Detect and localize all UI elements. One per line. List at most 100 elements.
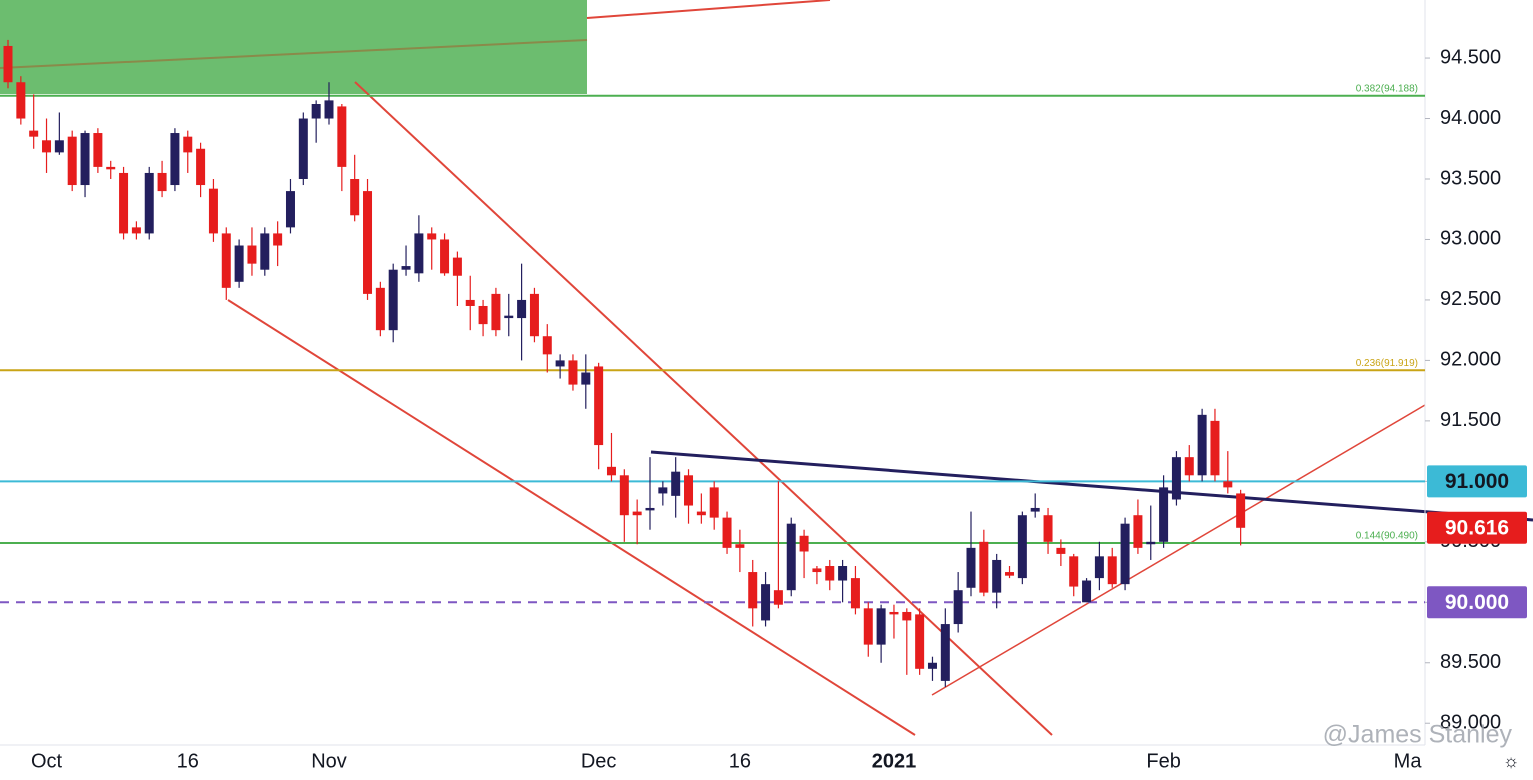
candle-body bbox=[953, 590, 963, 625]
candle-body bbox=[889, 611, 899, 615]
trend-line bbox=[586, 0, 831, 19]
candle-body bbox=[452, 257, 462, 276]
candle-body bbox=[465, 299, 475, 306]
candle-body bbox=[1043, 515, 1053, 542]
candle-body bbox=[529, 293, 539, 337]
price-tag bbox=[1427, 511, 1527, 544]
candle-body bbox=[1069, 556, 1079, 587]
candle-body bbox=[684, 475, 694, 506]
x-tick-label: Feb bbox=[1146, 750, 1180, 772]
candle-body bbox=[992, 559, 1002, 593]
candle-body bbox=[915, 614, 925, 669]
y-tick-label: 89.500 bbox=[1440, 651, 1501, 673]
candle-body bbox=[902, 611, 912, 621]
trend-line bbox=[650, 450, 1533, 522]
candle-body bbox=[863, 608, 873, 645]
candle-body bbox=[876, 608, 886, 645]
x-tick-label: Dec bbox=[581, 750, 617, 772]
candle-body bbox=[838, 566, 848, 581]
candle-body bbox=[606, 466, 616, 476]
candle-body bbox=[850, 578, 860, 609]
candle-body bbox=[594, 366, 604, 446]
candle-body bbox=[940, 624, 950, 681]
candle-body bbox=[401, 266, 411, 270]
candle-body bbox=[131, 227, 141, 234]
settings-icon[interactable]: ☼ bbox=[1503, 751, 1520, 771]
candle-body bbox=[517, 299, 527, 319]
candle-body bbox=[414, 233, 424, 274]
candle-body bbox=[722, 517, 732, 548]
candle-body bbox=[440, 239, 450, 274]
y-tick-label: 92.500 bbox=[1440, 288, 1501, 310]
candle-body bbox=[748, 572, 758, 609]
candle-body bbox=[67, 136, 77, 186]
candle-body bbox=[927, 662, 937, 669]
candle-body bbox=[208, 188, 218, 234]
trend-line bbox=[0, 39, 588, 69]
price-tag-label: 90.616 bbox=[1445, 516, 1509, 539]
candle-body bbox=[1120, 523, 1130, 585]
candle-body bbox=[1171, 457, 1181, 500]
candle-body bbox=[54, 140, 64, 153]
x-tick-label: Oct bbox=[31, 750, 63, 772]
candle-body bbox=[542, 336, 552, 355]
x-tick-label: 16 bbox=[177, 750, 199, 772]
y-tick-label: 91.500 bbox=[1440, 409, 1501, 431]
candle-body bbox=[671, 471, 681, 496]
candle-body bbox=[709, 487, 719, 518]
candle-body bbox=[786, 523, 796, 591]
candle-body bbox=[1210, 420, 1220, 476]
candle-body bbox=[696, 511, 706, 516]
candle-body bbox=[812, 568, 822, 573]
price-tag-label: 91.000 bbox=[1445, 470, 1509, 493]
candle-body bbox=[1005, 572, 1015, 576]
price-tag-label: 90.000 bbox=[1445, 591, 1509, 614]
trend-line bbox=[931, 404, 1426, 696]
level-label: 0.382(94.188) bbox=[1356, 83, 1418, 94]
candle-body bbox=[298, 118, 308, 179]
candle-body bbox=[555, 360, 565, 367]
candle-body bbox=[221, 233, 231, 288]
level-label: 0.236(91.919) bbox=[1356, 358, 1418, 369]
candle-body bbox=[619, 475, 629, 516]
candle-body bbox=[568, 360, 578, 385]
candle-body bbox=[979, 541, 989, 593]
y-tick-label: 93.500 bbox=[1440, 167, 1501, 189]
candle-body bbox=[1159, 487, 1169, 542]
candle-body bbox=[170, 133, 180, 186]
candle-body bbox=[1236, 493, 1246, 528]
candle-body bbox=[773, 590, 783, 605]
candle-body bbox=[363, 191, 373, 294]
candle-body bbox=[119, 172, 129, 234]
candle-body bbox=[29, 130, 39, 137]
candle-body bbox=[1056, 547, 1066, 554]
watermark: @James Stanley bbox=[1323, 721, 1513, 749]
candle-body bbox=[324, 100, 334, 119]
candle-body bbox=[632, 511, 642, 516]
candle-body bbox=[1094, 556, 1104, 579]
y-tick-label: 94.000 bbox=[1440, 107, 1501, 129]
candle-body bbox=[388, 269, 398, 331]
candle-body bbox=[350, 178, 360, 216]
y-tick-label: 94.500 bbox=[1440, 46, 1501, 68]
candle-body bbox=[273, 233, 283, 246]
candle-body bbox=[285, 191, 295, 228]
candle-body bbox=[799, 535, 809, 552]
candle-body bbox=[478, 305, 488, 325]
trend-line bbox=[354, 81, 1053, 736]
axes: 89.00089.50090.00090.50091.00091.50092.0… bbox=[31, 46, 1527, 772]
candle-body bbox=[761, 584, 771, 621]
candle-body bbox=[504, 315, 514, 319]
trend-line bbox=[227, 299, 916, 736]
price-tag bbox=[1427, 465, 1527, 498]
candle-body bbox=[234, 245, 244, 282]
candle-body bbox=[106, 166, 116, 170]
x-tick-label: 16 bbox=[729, 750, 751, 772]
candle-body bbox=[1082, 580, 1092, 603]
zone-box bbox=[0, 0, 587, 94]
candle-body bbox=[735, 544, 745, 548]
candle-body bbox=[1017, 515, 1027, 579]
candle-body bbox=[157, 172, 167, 192]
